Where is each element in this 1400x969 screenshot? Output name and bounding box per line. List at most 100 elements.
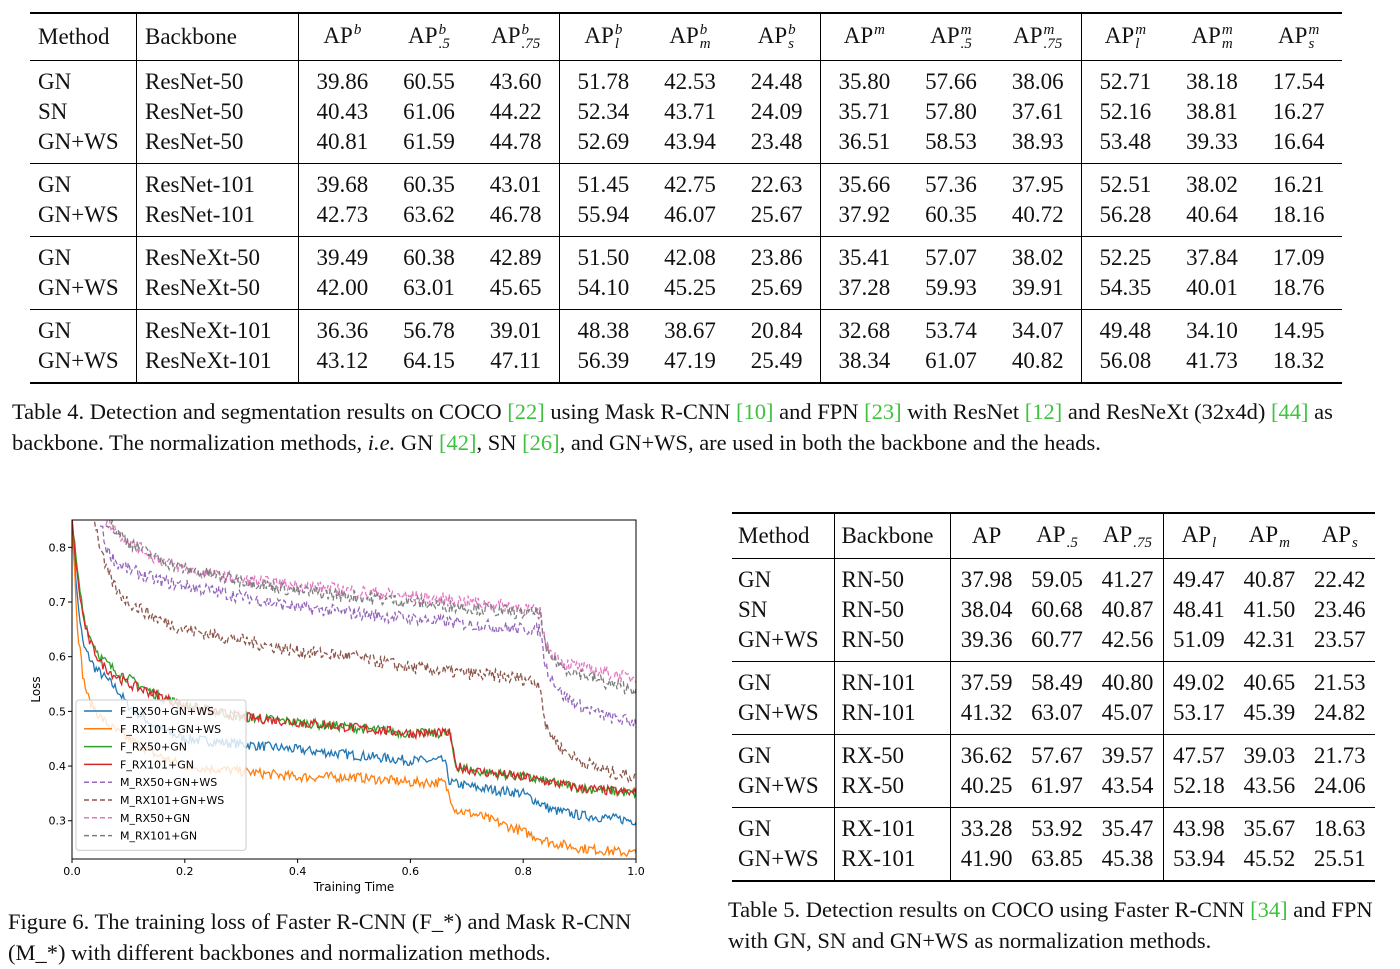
value-cell: 52.69 (577, 129, 630, 154)
value-cell: 63.85 (1031, 846, 1083, 871)
table-row: GN ResNet-50 39.86 60.55 43.60 51.78 42.53 24.4… (30, 60, 1342, 97)
legend-box (75, 699, 247, 851)
value-cell: 64.15 (403, 348, 455, 373)
y-tick-label: 0.3 (49, 815, 67, 828)
citation[interactable]: [23] (864, 399, 902, 424)
citation[interactable]: [22] (507, 399, 545, 424)
value-cell: 51.45 (559, 163, 647, 200)
caption-text: Figure 6. The training loss of Faster R-… (8, 909, 632, 965)
value-cell: 39.91 (994, 273, 1083, 310)
value-cell: 21.53 (1304, 661, 1375, 698)
value-cell: 38.81 (1186, 99, 1238, 124)
value-cell: 42.56 (1092, 625, 1164, 662)
citation[interactable]: [42] (439, 430, 477, 455)
table-row: GN ResNeXt-50 39.49 60.38 42.89 51.50 42.08 23.… (30, 236, 1342, 273)
table-4-group: GN ResNet-101 39.68 60.35 43.01 51.45 42.75 22.… (30, 163, 1342, 237)
citation[interactable]: [44] (1270, 399, 1309, 424)
value-cell: 39.01 (472, 309, 561, 346)
value-cell: 42.73 (316, 202, 369, 227)
y-tick-label: 0.6 (49, 651, 67, 664)
value-cell: 42.89 (472, 236, 561, 273)
value-cell: 44.78 (472, 127, 561, 164)
value-cell: 38.02 (994, 236, 1083, 273)
table-5-header-ap-5: AP s (1321, 521, 1358, 552)
value-cell: 53.92 (1021, 807, 1093, 844)
table-4-header-method: Method (30, 13, 137, 61)
value-cell: 57.66 (925, 69, 977, 94)
value-cell: 47.57 (1163, 734, 1235, 771)
value-cell: 35.80 (838, 69, 891, 94)
value-cell: 16.21 (1255, 163, 1342, 200)
value-cell: 18.16 (1272, 202, 1325, 227)
value-cell: 47.11 (472, 346, 561, 383)
table-5-header-ap-4: AP m (1248, 521, 1290, 552)
value-cell: 45.65 (472, 273, 561, 310)
table-5-header-method: Method (732, 513, 836, 559)
value-cell: 45.39 (1243, 700, 1296, 725)
value-cell: 52.71 (1099, 69, 1152, 94)
table-4-group: GN ResNet-50 39.86 60.55 43.60 51.78 42.53 24.4… (30, 60, 1342, 164)
value-cell: 59.93 (925, 275, 977, 300)
value-cell: 39.49 (298, 236, 386, 273)
table-4-header-ap-6: AP m (843, 22, 886, 48)
value-cell: 24.82 (1313, 700, 1366, 725)
value-cell: 60.35 (925, 202, 977, 227)
citation[interactable]: [26] (522, 430, 560, 455)
backbone-cell: ResNet-50 (136, 97, 299, 127)
value-cell: 45.07 (1092, 698, 1164, 735)
value-cell: 17.54 (1272, 69, 1325, 94)
y-axis-label: Loss (29, 676, 43, 702)
legend-label: F_RX50+GN (120, 741, 187, 754)
value-cell: 42.00 (316, 275, 369, 300)
series-line-3 (72, 520, 636, 798)
method-cell: GN+WS (732, 771, 836, 808)
value-cell: 18.76 (1272, 275, 1325, 300)
series-line-4 (99, 525, 636, 728)
table-row: GN+WS ResNeXt-101 43.12 64.15 47.11 56.39 47.1… (30, 346, 1342, 383)
value-cell: 56.39 (577, 348, 630, 373)
value-cell: 40.43 (316, 99, 369, 124)
table-4-group: GN ResNeXt-50 39.49 60.38 42.89 51.50 42.08 23.… (30, 236, 1342, 310)
value-cell: 39.36 (960, 627, 1013, 652)
value-cell: 61.59 (403, 129, 455, 154)
value-cell: 14.95 (1255, 309, 1342, 346)
citation[interactable]: [12] (1024, 399, 1063, 424)
value-cell: 51.78 (577, 69, 630, 94)
value-cell: 49.47 (1173, 567, 1225, 592)
legend-label: F_RX101+GN+WS (120, 723, 221, 736)
value-cell: 20.84 (733, 309, 822, 346)
value-cell: 36.36 (298, 309, 386, 346)
value-cell: 24.09 (733, 97, 822, 127)
table-5-header-ap-2: AP .75 (1092, 513, 1164, 559)
value-cell: 42.75 (646, 163, 734, 200)
table-4-header-ap-1: AP b .5 (408, 22, 450, 53)
table-row: GN+WS ResNeXt-50 42.00 63.01 45.65 54.10 45.25… (30, 273, 1342, 310)
citation[interactable]: [34] (1250, 897, 1288, 922)
table-4-header-ap-11: AP m s (1278, 22, 1320, 53)
value-cell: 51.50 (559, 236, 647, 273)
value-cell: 40.87 (1092, 595, 1164, 625)
value-cell: 49.02 (1163, 661, 1235, 698)
value-cell: 41.50 (1243, 597, 1296, 622)
table-5-group: GN RX-101 33.28 53.92 35.47 43.98 35.67 18.63 GN… (732, 807, 1375, 881)
value-cell: 39.86 (316, 69, 369, 94)
value-cell: 60.35 (385, 163, 473, 200)
value-cell: 61.07 (925, 348, 977, 373)
citation[interactable]: [10] (735, 399, 774, 424)
value-cell: 40.64 (1186, 202, 1238, 227)
table-4-header-ap-9: AP m l (1104, 22, 1147, 53)
value-cell: 52.34 (577, 99, 630, 124)
value-cell: 45.25 (664, 275, 716, 300)
method-cell: GN+WS (732, 625, 836, 662)
value-cell: 43.60 (472, 60, 561, 97)
value-cell: 37.28 (838, 275, 891, 300)
value-cell: 58.49 (1021, 661, 1093, 698)
caption-text: i.e. (367, 430, 396, 455)
caption-text: and FPN with GN, SN and GN+WS as normali… (728, 897, 1373, 953)
table-4-header-ap-8: AP m .75 (994, 13, 1083, 61)
table-4-header-ap-5: AP b s (733, 13, 822, 61)
table-5-header-row: Method Backbone AP AP .5 AP .75 AP l AP m AP s (732, 513, 1375, 559)
value-cell: 45.38 (1092, 844, 1164, 881)
series-line-5 (93, 521, 636, 784)
value-cell: 34.10 (1168, 309, 1256, 346)
